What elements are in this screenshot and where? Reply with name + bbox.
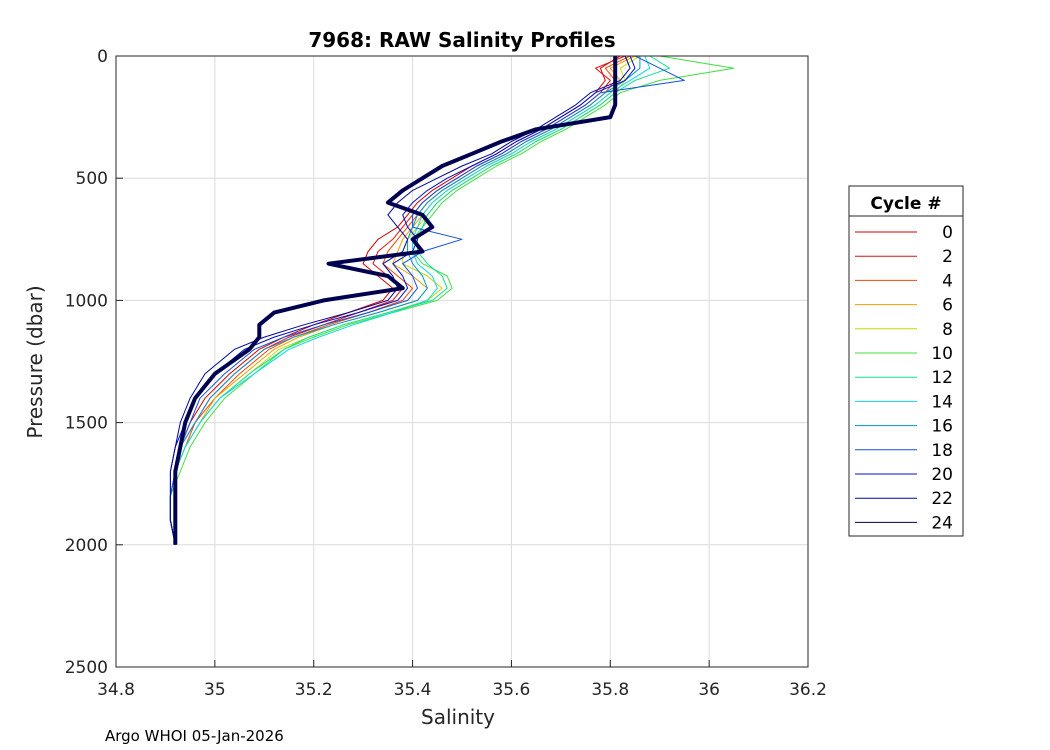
x-tick-label: 35.8: [591, 680, 629, 700]
y-tick-label: 1000: [65, 291, 108, 311]
y-tick-label: 2500: [65, 658, 108, 678]
legend-box: [848, 185, 964, 537]
legend-label-cycle-12: 12: [931, 368, 953, 388]
legend-title: Cycle #: [870, 194, 941, 214]
x-tick-label: 35: [204, 680, 226, 700]
x-tick-label: 35.2: [295, 680, 333, 700]
plot-frame: [115, 55, 809, 668]
series-lines: [169, 55, 735, 545]
y-tick-labels: 0 500 1000 1500 2000 2500: [65, 47, 108, 678]
legend-label-cycle-14: 14: [931, 392, 953, 412]
legend-label-cycle-22: 22: [931, 489, 953, 509]
y-tick-label: 500: [76, 169, 108, 189]
y-tick-label: 2000: [65, 536, 108, 556]
footer-credit: Argo WHOI 05-Jan-2026: [105, 727, 284, 745]
legend-label-cycle-8: 8: [942, 320, 953, 340]
x-tick-label: 36: [698, 680, 720, 700]
series-line-cycle-22: [169, 55, 631, 545]
x-tick-label: 35.4: [394, 680, 432, 700]
legend-label-cycle-6: 6: [942, 296, 953, 316]
y-tick-label: 0: [97, 47, 108, 67]
legend-label-cycle-20: 20: [931, 465, 953, 485]
legend-label-cycle-0: 0: [942, 223, 953, 243]
x-tick-label: 34.8: [97, 680, 135, 700]
x-tick-labels: 34.8 35 35.2 35.4 35.6 35.8 36 36.2: [97, 680, 827, 700]
legend-label-cycle-10: 10: [931, 344, 953, 364]
x-tick-label: 36.2: [789, 680, 827, 700]
legend-label-cycle-16: 16: [931, 417, 953, 437]
y-tick-label: 1500: [65, 414, 108, 434]
y-axis-label: Pressure (dbar): [23, 285, 47, 438]
legend-label-cycle-18: 18: [931, 441, 953, 461]
series-line-cycle-24: [173, 56, 618, 545]
legend-label-cycle-4: 4: [942, 271, 953, 291]
legend-label-cycle-2: 2: [942, 247, 953, 267]
chart-title: 7968: RAW Salinity Profiles: [308, 28, 615, 52]
legend-label-cycle-24: 24: [931, 513, 953, 533]
x-axis-label: Salinity: [421, 705, 495, 729]
x-tick-label: 35.6: [492, 680, 530, 700]
